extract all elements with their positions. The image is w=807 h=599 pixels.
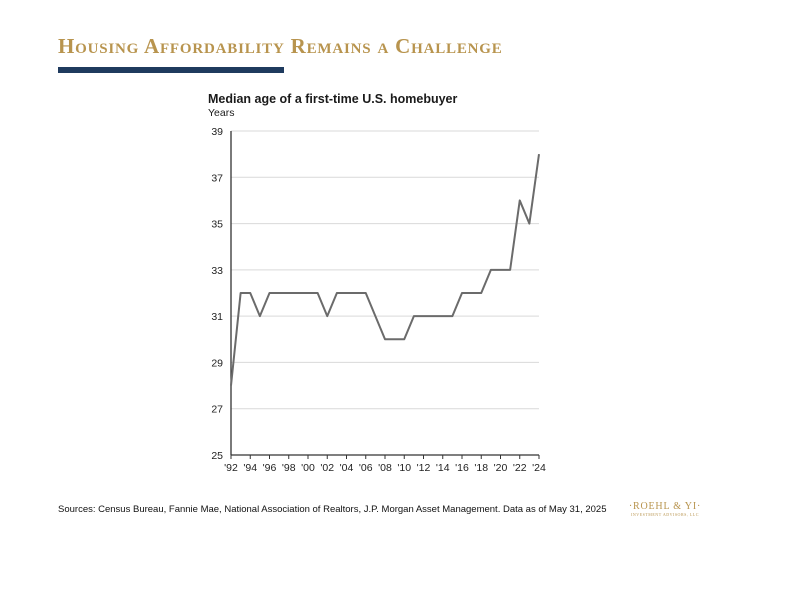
series-layer (230, 154, 540, 386)
y-axis-unit-label: Years (208, 107, 234, 119)
y-tick-label: 31 (211, 311, 223, 323)
y-tick-label: 39 (211, 126, 223, 138)
x-tick-label: '00 (301, 462, 315, 474)
y-axis-ticks: 25 27 29 31 33 35 37 39 (211, 126, 223, 462)
x-tick-label: '20 (494, 462, 508, 474)
y-tick-label: 33 (211, 265, 223, 277)
sources-footnote: Sources: Census Bureau, Fannie Mae, Nati… (58, 504, 607, 515)
x-tick-label: '08 (378, 462, 392, 474)
x-tick-label: '24 (532, 462, 546, 474)
x-tick-label: '92 (224, 462, 238, 474)
x-tick-label: '16 (455, 462, 469, 474)
x-tick-label: '96 (263, 462, 277, 474)
x-tick-label: '12 (417, 462, 431, 474)
y-tick-label: 27 (211, 404, 223, 416)
logo-subtitle: INVESTMENT ADVISORS, LLC (631, 512, 699, 517)
series-line (230, 154, 540, 386)
x-tick-label: '94 (243, 462, 257, 474)
x-tick-label: '06 (359, 462, 373, 474)
x-tick-label: '04 (340, 462, 354, 474)
title-underline-rule (58, 67, 284, 73)
x-axis-ticks: '92 '94 '96 '98 '00 '02 '04 '06 '08 '10 '12 '14 '16 '… (224, 455, 546, 474)
x-tick-label: '98 (282, 462, 296, 474)
x-tick-label: '02 (320, 462, 334, 474)
y-tick-label: 37 (211, 172, 223, 184)
gridlines (231, 130, 539, 410)
company-logo: ·ROEHL & YI· INVESTMENT ADVISORS, LLC (622, 501, 708, 517)
y-tick-label: 35 (211, 219, 223, 231)
x-tick-label: '18 (474, 462, 488, 474)
chart-title: Median age of a first-time U.S. homebuye… (208, 92, 457, 106)
x-tick-label: '22 (513, 462, 527, 474)
slide-title: Housing Affordability Remains a Challeng… (58, 34, 503, 58)
y-tick-label: 29 (211, 357, 223, 369)
y-tick-label: 25 (211, 450, 223, 462)
x-tick-label: '14 (436, 462, 450, 474)
x-tick-label: '10 (397, 462, 411, 474)
logo-name: ·ROEHL & YI· (628, 501, 702, 512)
